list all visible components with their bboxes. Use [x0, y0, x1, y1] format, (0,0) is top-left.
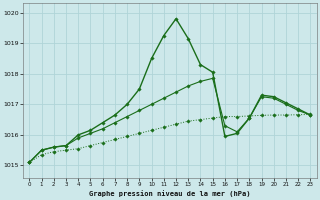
X-axis label: Graphe pression niveau de la mer (hPa): Graphe pression niveau de la mer (hPa)	[89, 190, 251, 197]
